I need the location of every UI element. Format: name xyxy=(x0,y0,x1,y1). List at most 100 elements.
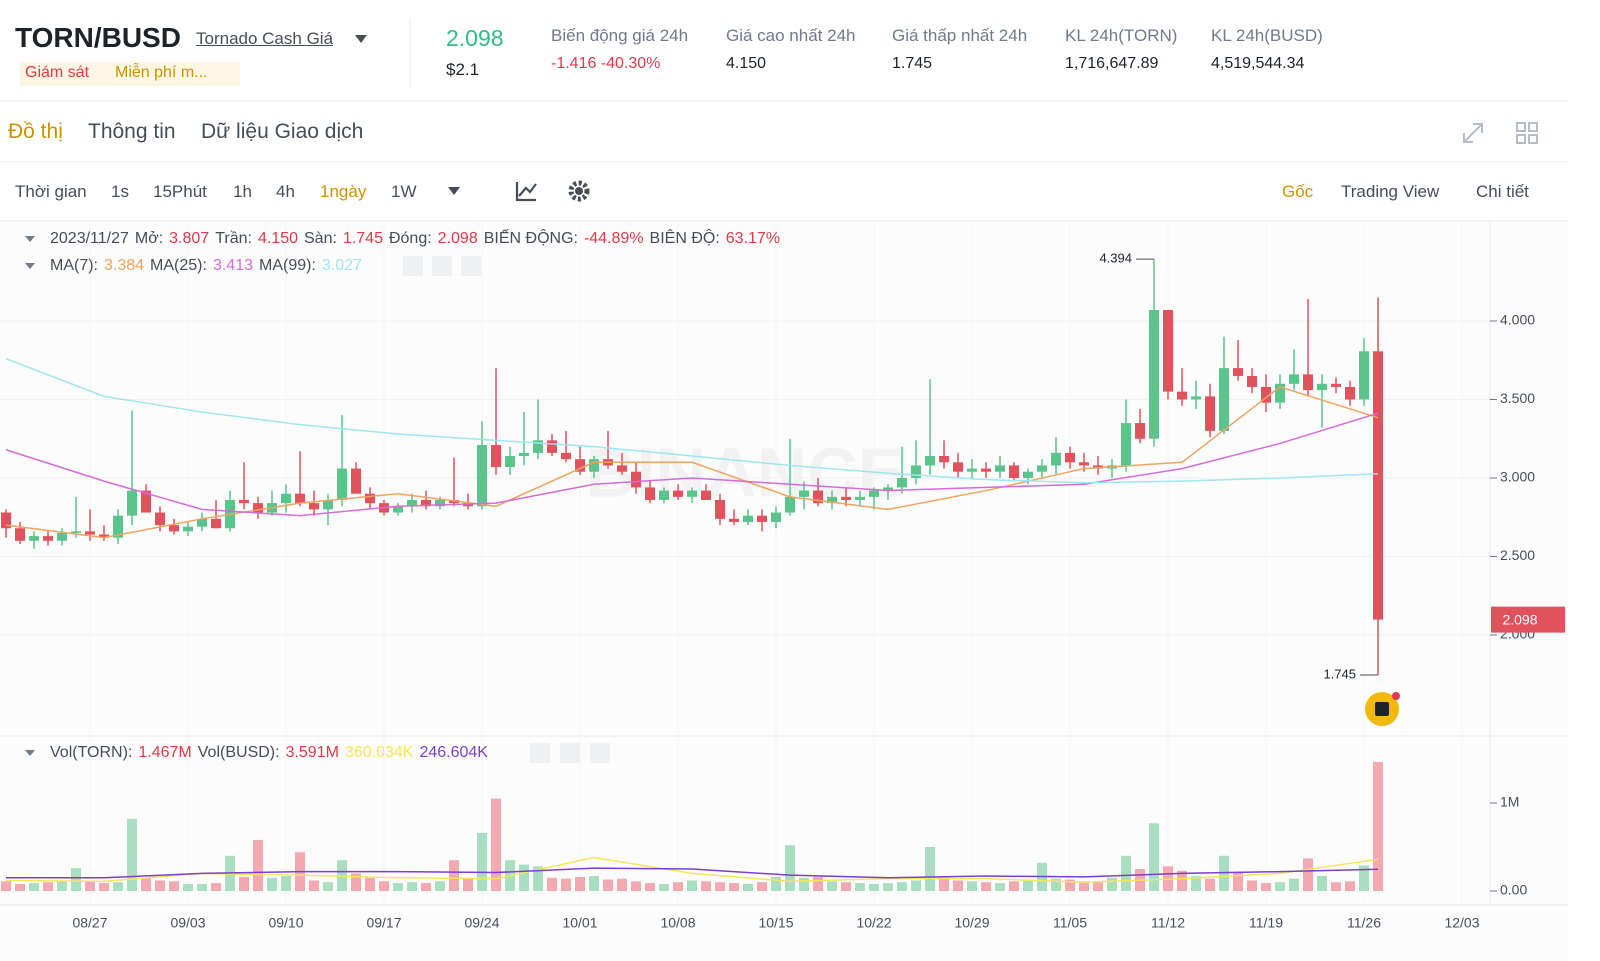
tag[interactable]: Giám sát xyxy=(25,64,90,81)
fullscreen-icon[interactable] xyxy=(1463,123,1483,143)
volume-bar xyxy=(673,882,683,891)
tag[interactable]: Miễn phí m... xyxy=(115,64,208,81)
tag-bar xyxy=(20,62,240,86)
candle-body xyxy=(113,515,123,538)
tab[interactable]: Dữ liệu Giao dịch xyxy=(201,120,364,143)
legend-item: Trần: xyxy=(215,230,252,247)
candle-body xyxy=(1219,368,1229,431)
volume-bar xyxy=(1023,880,1033,891)
volume-bar xyxy=(729,883,739,891)
view-option[interactable]: Chi tiết xyxy=(1476,182,1529,201)
toolbar-label: Thời gian xyxy=(15,182,87,201)
candle-body xyxy=(183,526,193,532)
volume-bar xyxy=(379,881,389,891)
stat-value: 4.150 xyxy=(726,55,767,72)
legend-value: 246.604K xyxy=(419,744,488,761)
volume-bar xyxy=(743,883,753,891)
collapse-icon[interactable] xyxy=(25,750,35,756)
candle-body xyxy=(1331,383,1341,387)
volume-bar xyxy=(897,882,907,891)
last-price: 2.098 xyxy=(446,25,504,51)
candle-body xyxy=(897,478,907,488)
candle-body xyxy=(701,490,711,500)
volume-bar xyxy=(1331,882,1341,891)
volume-bar xyxy=(1,881,11,891)
volume-bar xyxy=(855,883,865,891)
interval[interactable]: 1ngày xyxy=(320,182,367,201)
candle-body xyxy=(351,468,361,494)
candle-body xyxy=(617,465,627,472)
candle-body xyxy=(785,496,795,513)
legend-name: MA(7): xyxy=(50,257,98,274)
view-option[interactable]: Gốc xyxy=(1282,182,1314,201)
volume-bar xyxy=(687,880,697,891)
x-tick-label: 11/12 xyxy=(1151,915,1185,931)
stat-value: 4,519,544.34 xyxy=(1211,55,1305,72)
interval[interactable]: 15Phút xyxy=(153,182,207,201)
volume-bar xyxy=(1009,881,1019,891)
candle-body xyxy=(1261,386,1271,403)
settings-icon[interactable] xyxy=(568,180,590,202)
candle-body xyxy=(631,471,641,488)
candle-body xyxy=(995,465,1005,472)
tab[interactable]: Đồ thị xyxy=(8,120,63,143)
coin-name[interactable]: Tornado Cash Giá xyxy=(196,29,334,48)
volume-bar xyxy=(925,847,935,891)
volume-bar xyxy=(449,860,459,891)
interval[interactable]: 4h xyxy=(276,182,295,201)
candle-body xyxy=(71,531,81,533)
candle-body xyxy=(435,499,445,507)
volume-bar xyxy=(1261,883,1271,891)
candle-body xyxy=(743,515,753,522)
candle-body xyxy=(1233,368,1243,376)
candle-body xyxy=(1163,310,1173,392)
low-label: 1.745 xyxy=(1323,666,1356,681)
volume-bar xyxy=(995,883,1005,891)
legend-value: 1.467M xyxy=(138,744,192,761)
x-tick-label: 10/01 xyxy=(562,915,597,931)
candle-body xyxy=(253,503,263,513)
dropdown-icon[interactable] xyxy=(355,35,367,43)
collapse-icon[interactable] xyxy=(25,263,35,269)
indicator-icon[interactable] xyxy=(515,182,537,202)
stat-value: 1,716,647.89 xyxy=(1065,55,1159,72)
interval[interactable]: 1h xyxy=(233,182,252,201)
volume-bar xyxy=(197,883,207,891)
interval[interactable]: 1W xyxy=(391,182,417,201)
volume-bar xyxy=(561,878,571,891)
volume-bar xyxy=(519,864,529,891)
interval[interactable]: 1s xyxy=(111,182,129,201)
candle-body xyxy=(127,490,137,516)
candle-body xyxy=(1247,375,1257,387)
view-option[interactable]: Trading View xyxy=(1341,182,1440,201)
ohlc-legend: 2023/11/27 Mở: 3.807 Trần: 4.150 Sàn: 1.745 Đón… xyxy=(50,230,780,248)
news-icon xyxy=(1375,702,1389,716)
x-tick-label: 10/29 xyxy=(954,915,989,931)
candle-body xyxy=(575,459,585,472)
volume-bar xyxy=(71,868,81,891)
candle-body xyxy=(407,499,417,507)
candle-body xyxy=(855,496,865,500)
dropdown-icon[interactable] xyxy=(448,187,460,195)
volume-bar xyxy=(239,876,249,891)
layout-icon[interactable] xyxy=(1516,122,1538,144)
candle-body xyxy=(491,445,501,468)
tab[interactable]: Thông tin xyxy=(88,120,176,143)
legend-buttons[interactable] xyxy=(403,256,610,763)
volume-bar xyxy=(155,880,165,891)
volume-bar xyxy=(701,881,711,891)
notification-dot xyxy=(1392,692,1400,700)
y-tick-label: 3.000 xyxy=(1500,469,1535,485)
x-tick-label: 09/10 xyxy=(268,915,303,931)
volume-bar xyxy=(1289,878,1299,891)
candle-body xyxy=(1191,396,1201,400)
stat-value: -1.416 -40.30% xyxy=(551,55,661,72)
candle-body xyxy=(841,496,851,500)
volume-bar xyxy=(1065,879,1075,891)
candle-body xyxy=(1121,423,1131,466)
x-tick-label: 09/17 xyxy=(366,915,401,931)
last-price-label: 2.098 xyxy=(1502,611,1537,627)
collapse-icon[interactable] xyxy=(25,236,35,242)
y-tick-label: 2.500 xyxy=(1500,547,1535,563)
x-tick-label: 11/05 xyxy=(1053,915,1087,931)
